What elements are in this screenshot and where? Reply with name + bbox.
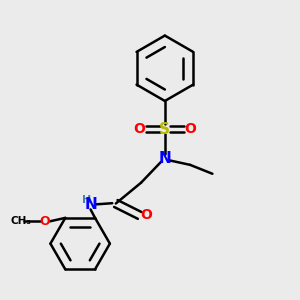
Text: N: N <box>158 152 171 166</box>
Text: CH₃: CH₃ <box>10 216 31 226</box>
Text: O: O <box>184 122 196 136</box>
Text: O: O <box>39 215 50 228</box>
Text: H: H <box>82 195 91 205</box>
Text: N: N <box>84 197 97 212</box>
Text: O: O <box>140 208 152 222</box>
Text: S: S <box>159 122 170 137</box>
Text: O: O <box>134 122 146 136</box>
